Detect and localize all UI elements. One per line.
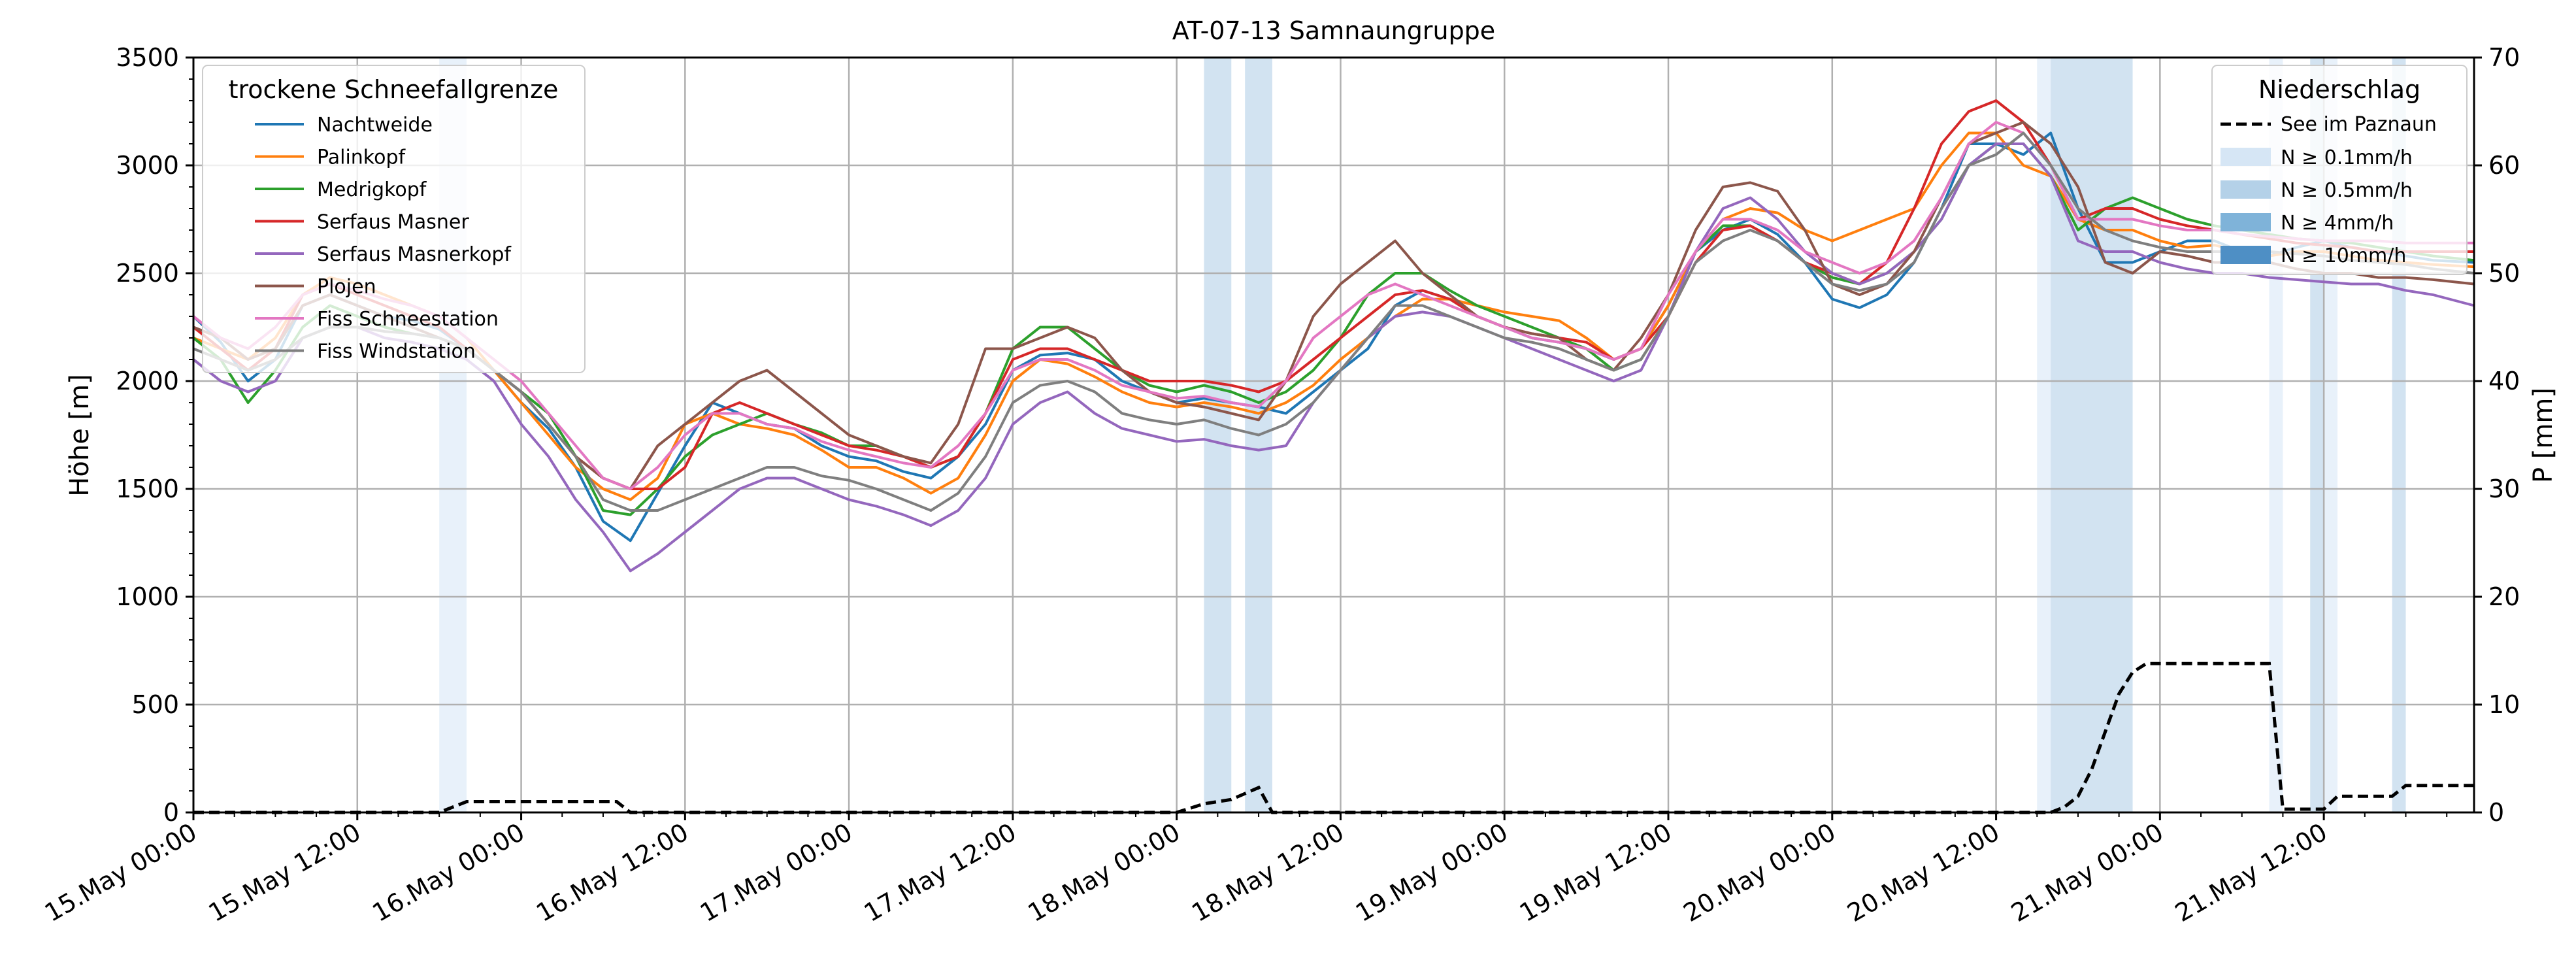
legend-label: See im Paznaun: [2281, 113, 2437, 136]
legend-item: N ≥ 4mm/h: [2221, 212, 2394, 235]
x-tick-label: 18.May 12:00: [1187, 818, 1349, 927]
x-tick-label: 21.May 00:00: [2006, 818, 2168, 927]
legend-right-title: Niederschlag: [2258, 75, 2420, 104]
x-tick-label: 19.May 12:00: [1515, 818, 1677, 927]
precip-line: [193, 661, 2474, 814]
series-line-fiss-windstation: [193, 131, 2475, 512]
series-line-palinkopf: [193, 131, 2475, 501]
legend-item: Palinkopf: [255, 146, 406, 169]
legend-label: Serfaus Masner: [317, 211, 469, 234]
y-tick-label: 3500: [116, 43, 179, 72]
x-tick-label: 16.May 12:00: [531, 818, 693, 927]
legend-label: N ≥ 0.5mm/h: [2281, 179, 2413, 202]
y2-tick-label: 40: [2488, 367, 2520, 395]
y-tick-label: 0: [163, 798, 179, 827]
legend-right: Niederschlag See im Paznaun N ≥ 0.1mm/h N…: [2211, 65, 2468, 275]
precip-band: [2037, 58, 2051, 812]
y2-tick-label: 0: [2488, 798, 2504, 827]
y-tick-label: 500: [131, 690, 179, 719]
legend-label: N ≥ 4mm/h: [2281, 212, 2394, 235]
legend-swatch: [2221, 148, 2271, 166]
legend-swatch: [2221, 246, 2271, 264]
y-tick-label: 1500: [116, 475, 179, 503]
x-tick-label: 18.May 00:00: [1023, 818, 1185, 927]
legend-label: Serfaus Masnerkopf: [317, 243, 512, 266]
x-tick-label: 19.May 00:00: [1351, 818, 1513, 927]
x-tick-label: 15.May 00:00: [40, 818, 202, 927]
legend-label: Fiss Schneestation: [317, 308, 499, 331]
x-tick-label: 16.May 00:00: [367, 818, 529, 927]
legend-left: trockene Schneefallgrenze Nachtweide Pali…: [202, 65, 586, 373]
y-tick-label: 2500: [116, 259, 179, 288]
precip-band: [1204, 58, 1232, 812]
x-tick-label: 20.May 00:00: [1679, 818, 1841, 927]
legend-item: Nachtweide: [255, 114, 433, 137]
legend-left-box: [202, 65, 586, 373]
precip-bands: [439, 58, 2406, 812]
x-tick-label: 21.May 12:00: [2170, 818, 2332, 927]
legend-label: N ≥ 10mm/h: [2281, 244, 2406, 267]
legend-label: Fiss Windstation: [317, 341, 476, 363]
y-tick-label: 3000: [116, 151, 179, 180]
chart-title: AT-07-13 Samnaungruppe: [1172, 16, 1495, 45]
legend-swatch: [2221, 180, 2271, 199]
y2-tick-label: 20: [2488, 582, 2520, 611]
legend-right-box: [2211, 65, 2468, 275]
x-tick-label: 17.May 00:00: [695, 818, 857, 927]
legend-item: Fiss Windstation: [255, 341, 476, 363]
y2-tick-label: 60: [2488, 151, 2520, 180]
legend-item-precip-line: See im Paznaun: [2221, 113, 2437, 136]
legend-item: N ≥ 0.5mm/h: [2221, 179, 2413, 202]
precip-band: [2051, 58, 2133, 812]
y2-tick-label: 30: [2488, 475, 2520, 503]
legend-label: Plojen: [317, 276, 376, 299]
legend-item: Serfaus Masner: [255, 211, 469, 234]
y2-tick-label: 10: [2488, 690, 2520, 719]
legend-item: Serfaus Masnerkopf: [255, 243, 512, 266]
legend-label: N ≥ 0.1mm/h: [2281, 146, 2413, 169]
legend-item: Plojen: [255, 276, 376, 299]
y-tick-label: 2000: [116, 367, 179, 395]
legend-label: Palinkopf: [317, 146, 406, 169]
series-lines: [192, 99, 2475, 573]
legend-item: Medrigkopf: [255, 178, 427, 201]
precip-series-line: [193, 661, 2474, 814]
legend-item: Fiss Schneestation: [255, 308, 499, 331]
series-line-fiss-schneestation: [192, 121, 2474, 490]
legend-item: N ≥ 0.1mm/h: [2221, 146, 2413, 169]
y-axis-label: Höhe [m]: [65, 374, 95, 496]
legend-left-title: trockene Schneefallgrenze: [229, 75, 559, 104]
legend-label: Medrigkopf: [317, 178, 427, 201]
x-tick-label: 15.May 12:00: [204, 818, 366, 927]
y2-tick-label: 50: [2488, 259, 2520, 288]
y2-tick-label: 70: [2488, 43, 2520, 72]
legend-swatch: [2221, 213, 2271, 231]
plot-frame: [192, 56, 2475, 814]
legend-label: Nachtweide: [317, 114, 433, 137]
y-tick-label: 1000: [116, 582, 179, 611]
x-tick-label: 17.May 12:00: [859, 818, 1021, 927]
y2-axis-label: P [mm]: [2528, 388, 2558, 483]
legend-item: N ≥ 10mm/h: [2221, 244, 2406, 267]
x-tick-label: 20.May 12:00: [1842, 818, 2004, 927]
